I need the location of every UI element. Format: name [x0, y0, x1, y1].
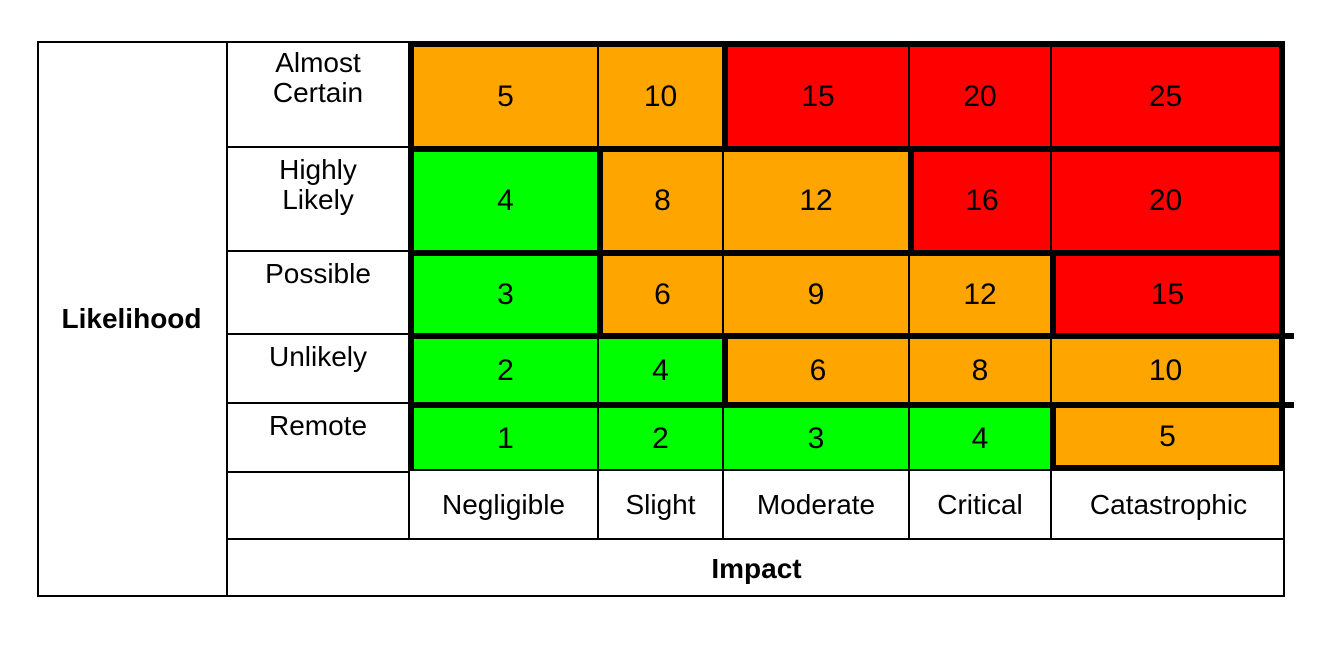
risk-cell: 8 [597, 146, 722, 250]
risk-cell: 6 [722, 333, 908, 402]
impact-level-moderate: Moderate [722, 471, 908, 538]
risk-cell: 15 [1050, 250, 1285, 333]
header-spacer-cell [228, 471, 408, 538]
risk-cell: 20 [908, 41, 1050, 146]
risk-cell: 12 [722, 146, 908, 250]
risk-cell: 5 [1050, 402, 1285, 471]
risk-cell: 1 [408, 402, 597, 471]
risk-cell: 12 [908, 250, 1050, 333]
impact-level-negligible: Negligible [408, 471, 597, 538]
risk-cell: 2 [597, 402, 722, 471]
impact-axis-label: Impact [228, 538, 1285, 597]
risk-cell: 4 [597, 333, 722, 402]
risk-cell: 6 [597, 250, 722, 333]
likelihood-label-unlikely: Unlikely [228, 333, 408, 402]
impact-level-catastrophic: Catastrophic [1050, 471, 1285, 538]
risk-cell: 8 [908, 333, 1050, 402]
likelihood-label-remote: Remote [228, 402, 408, 471]
impact-level-critical: Critical [908, 471, 1050, 538]
risk-cell: 25 [1050, 41, 1285, 146]
thick-line-overhang [1285, 333, 1294, 339]
risk-cell: 10 [597, 41, 722, 146]
risk-cell: 16 [908, 146, 1050, 250]
risk-cell: 4 [408, 146, 597, 250]
likelihood-axis-label: Likelihood [37, 41, 228, 597]
risk-cell: 2 [408, 333, 597, 402]
risk-cell: 20 [1050, 146, 1285, 250]
risk-cell: 3 [408, 250, 597, 333]
risk-cell: 4 [908, 402, 1050, 471]
risk-cell: 15 [722, 41, 908, 146]
thick-line-overhang [1285, 402, 1294, 408]
risk-cell: 9 [722, 250, 908, 333]
likelihood-label-possible: Possible [228, 250, 408, 333]
risk-cell: 5 [408, 41, 597, 146]
risk-cell: 3 [722, 402, 908, 471]
risk-matrix-table: Likelihood Almost Certain Highly Likely … [37, 41, 1294, 597]
likelihood-label-almost-certain: Almost Certain [272, 47, 364, 108]
impact-level-slight: Slight [597, 471, 722, 538]
risk-cell: 10 [1050, 333, 1285, 402]
likelihood-label-highly-likely: Highly Likely [228, 146, 408, 250]
